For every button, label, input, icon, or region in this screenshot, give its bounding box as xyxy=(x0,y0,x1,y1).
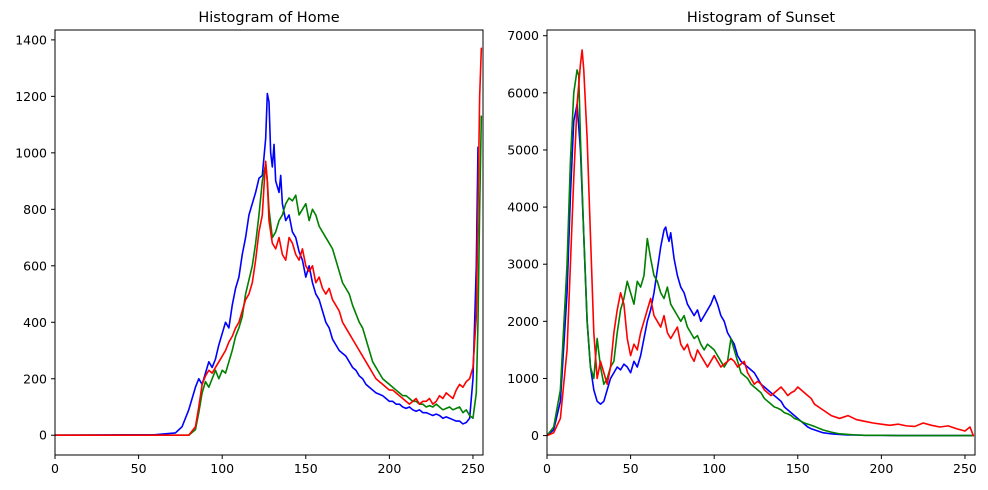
y-tick-label: 200 xyxy=(23,371,47,386)
series-line-green xyxy=(547,69,975,437)
y-tick-label: 600 xyxy=(23,258,47,273)
x-tick-label: 150 xyxy=(786,461,810,476)
x-tick-label: 150 xyxy=(294,461,318,476)
home-histogram-panel: Histogram of Home 0 50 100 150 200 250 0 200 400 6… xyxy=(15,10,485,476)
plot-frame xyxy=(54,29,484,456)
y-tick-label: 4000 xyxy=(507,200,539,215)
y-tick-label: 5000 xyxy=(507,142,539,157)
series-line-red xyxy=(547,49,975,437)
plot-frame xyxy=(546,29,976,456)
y-tick-label: 1400 xyxy=(15,32,47,47)
x-tick-label: 250 xyxy=(953,461,977,476)
y-tick-label: 1200 xyxy=(15,89,47,104)
series-line-green xyxy=(55,115,483,437)
x-tick-label: 200 xyxy=(377,461,401,476)
series-line-blue xyxy=(55,92,479,437)
x-tick-label: 50 xyxy=(131,461,147,476)
y-tick-label: 400 xyxy=(23,315,47,330)
y-tick-label: 0 xyxy=(39,428,47,443)
y-tick-label: 3000 xyxy=(507,257,539,272)
x-tick-label: 0 xyxy=(543,461,551,476)
y-tick-label: 0 xyxy=(531,428,539,443)
x-tick-label: 250 xyxy=(461,461,485,476)
y-tick-label: 800 xyxy=(23,202,47,217)
y-tick-label: 1000 xyxy=(15,145,47,160)
y-tick-label: 6000 xyxy=(507,85,539,100)
y-tick-label: 2000 xyxy=(507,314,539,329)
x-tick-label: 50 xyxy=(623,461,639,476)
series-line-blue xyxy=(547,103,975,437)
chart-title: Histogram of Sunset xyxy=(687,10,835,26)
sunset-histogram-panel: Histogram of Sunset 0 50 100 150 200 250 0 1000 2… xyxy=(507,10,977,476)
chart-title: Histogram of Home xyxy=(198,10,339,26)
x-tick-label: 0 xyxy=(51,461,59,476)
y-tick-label: 7000 xyxy=(507,28,539,43)
x-tick-label: 100 xyxy=(210,461,234,476)
x-tick-label: 100 xyxy=(702,461,726,476)
series-line-red xyxy=(55,47,483,437)
x-tick-label: 200 xyxy=(869,461,893,476)
y-tick-label: 1000 xyxy=(507,371,539,386)
